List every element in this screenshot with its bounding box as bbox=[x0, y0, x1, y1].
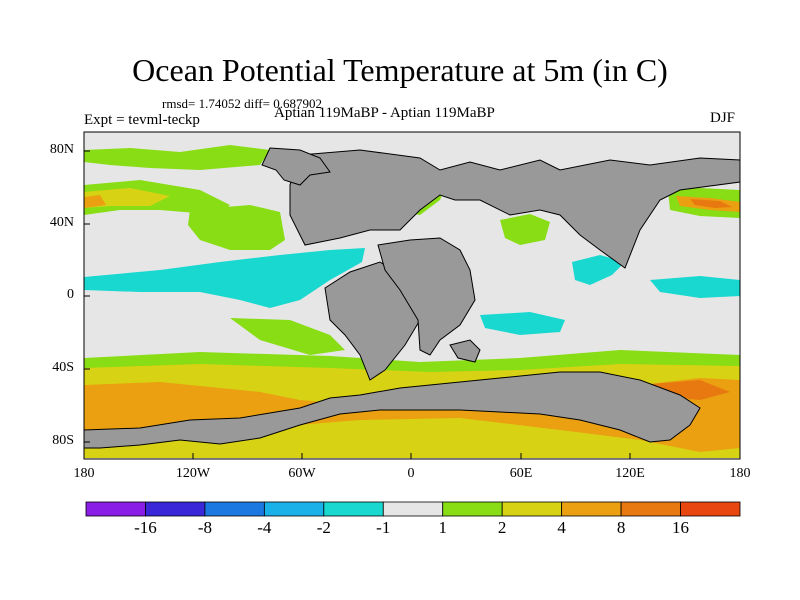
axis-ticks bbox=[83, 150, 741, 459]
map-title: Ocean Potential Temperature at 5m (in C) bbox=[132, 52, 668, 88]
colorbar-swatch bbox=[382, 501, 444, 517]
colorbar-swatch bbox=[442, 501, 503, 517]
field-orange-pacific bbox=[84, 195, 106, 208]
lon-label-60e: 60E bbox=[509, 466, 533, 481]
colorbar-label: 2 bbox=[497, 518, 507, 537]
colorbar-swatch bbox=[620, 501, 681, 517]
colorbar-label: 8 bbox=[616, 518, 626, 537]
colorbar-label: -2 bbox=[316, 518, 331, 537]
colorbar-label: 1 bbox=[438, 518, 447, 537]
colorbar-swatch bbox=[680, 501, 741, 517]
colorbar-swatch bbox=[501, 501, 563, 517]
lat-label-80s: 80S bbox=[52, 433, 74, 448]
field-cyan-indian bbox=[480, 312, 565, 335]
field-cyan-far-east bbox=[650, 276, 740, 298]
lon-label-60w: 60W bbox=[288, 466, 316, 481]
colorbar-swatch bbox=[561, 501, 622, 517]
land-masses bbox=[83, 147, 741, 449]
lat-label-80n: 80N bbox=[49, 142, 74, 157]
map-panel bbox=[83, 131, 741, 460]
colorbar-swatch bbox=[85, 501, 146, 517]
field-yellow-pacific bbox=[84, 188, 170, 208]
colorbar-swatch bbox=[204, 501, 265, 517]
land-africa bbox=[377, 237, 476, 356]
field-darkorange-south bbox=[200, 380, 730, 442]
experiment-name: Aptian 119MaBP - Aptian 119MaBP bbox=[274, 105, 495, 121]
field-darkorange-east bbox=[690, 199, 732, 208]
colorbar bbox=[85, 501, 741, 517]
colorbar-swatch bbox=[323, 501, 384, 517]
colorbar-label: 16 bbox=[672, 518, 690, 537]
land-india bbox=[449, 339, 481, 363]
lon-label-120e: 120E bbox=[615, 466, 645, 481]
experiment-label: Expt = tevml-teckp bbox=[84, 112, 200, 128]
colorbar-label: 4 bbox=[557, 518, 566, 537]
colorbar-swatch bbox=[145, 501, 206, 517]
colorbar-label: -4 bbox=[257, 518, 272, 537]
land-eurasia bbox=[289, 149, 741, 269]
stats-line: rmsd= 1.74052 diff= 0.687902 bbox=[162, 96, 322, 111]
lon-label-120w: 120W bbox=[175, 466, 211, 481]
lon-label-180w: 180 bbox=[73, 466, 95, 481]
anomaly-fields bbox=[84, 145, 740, 458]
lat-label-eq: 0 bbox=[67, 287, 74, 302]
field-cyan-equatorial bbox=[84, 248, 365, 308]
season-label: DJF bbox=[710, 110, 736, 126]
land-south-america bbox=[324, 261, 421, 381]
colorbar-swatch bbox=[263, 501, 325, 517]
field-cyan-eastern bbox=[572, 255, 625, 285]
lat-label-40s: 40S bbox=[52, 360, 74, 375]
lon-label-0: 0 bbox=[407, 466, 415, 481]
colorbar-label: -16 bbox=[134, 518, 157, 537]
lat-label-40n: 40N bbox=[49, 215, 74, 230]
field-green-central bbox=[188, 205, 285, 250]
colorbar-label: -8 bbox=[197, 518, 212, 537]
field-green-north bbox=[84, 145, 270, 170]
lon-label-180e: 180 bbox=[729, 466, 751, 481]
field-green-south-pacific bbox=[230, 318, 345, 355]
colorbar-label: -1 bbox=[376, 518, 391, 537]
field-green-tethys bbox=[500, 214, 550, 245]
land-antarctica bbox=[83, 371, 701, 449]
land-north-america bbox=[261, 147, 331, 186]
cyan-fields bbox=[84, 248, 740, 335]
